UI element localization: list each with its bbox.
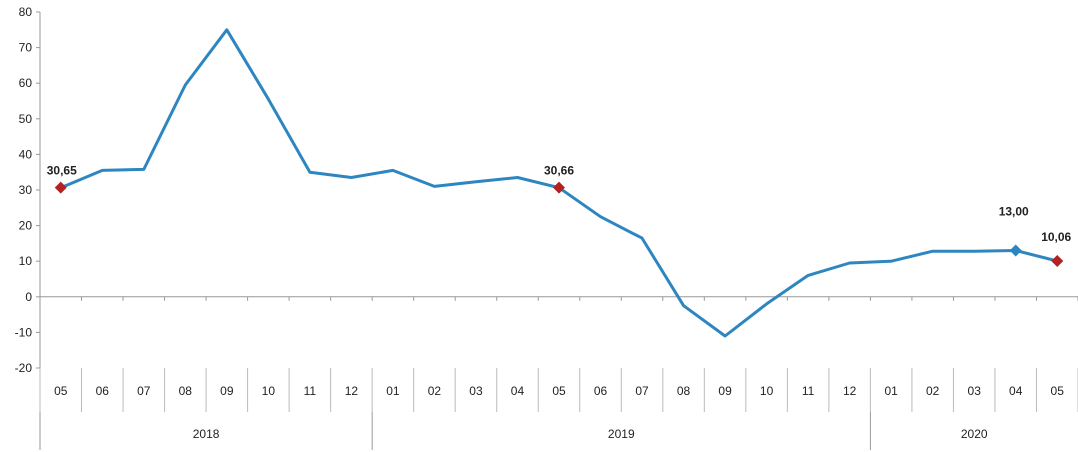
data-marker-diamond <box>54 181 67 194</box>
x-tick-label-month: 04 <box>511 384 525 398</box>
y-tick-label: 80 <box>19 5 33 19</box>
x-tick-label-month: 09 <box>718 384 732 398</box>
data-point <box>765 302 768 305</box>
y-tick-label: 40 <box>19 147 33 161</box>
data-point <box>848 261 851 264</box>
x-tick-label-month: 05 <box>1051 384 1065 398</box>
x-tick-label-month: 03 <box>469 384 483 398</box>
data-point <box>350 176 353 179</box>
x-tick-label-month: 06 <box>96 384 110 398</box>
x-axis: 05 06 07 08 09 10 11 12 01 02 03 04 05 06 07 08 09 10 11 12… <box>39 296 1078 450</box>
data-point <box>474 180 477 183</box>
data-marker-diamond <box>1009 244 1022 257</box>
x-tick-label-month: 07 <box>635 384 649 398</box>
x-tick-label-year: 2018 <box>193 427 220 441</box>
data-point <box>599 215 602 218</box>
x-tick-label-month: 02 <box>428 384 442 398</box>
data-point <box>682 304 685 307</box>
x-tick-label-year: 2019 <box>608 427 635 441</box>
y-tick-label: -10 <box>15 325 33 339</box>
data-marker-diamond <box>553 181 565 194</box>
data-point <box>308 171 311 174</box>
data-point <box>101 169 104 172</box>
data-point <box>516 176 519 179</box>
data-point <box>807 274 810 277</box>
data-label: 13,00 <box>999 205 1029 219</box>
x-tick-label-month: 08 <box>179 384 193 398</box>
data-point <box>225 28 228 31</box>
y-axis: 80 70 60 50 40 30 20 10 0 -10 -20 <box>15 5 41 375</box>
x-tick-label-month: 04 <box>1009 384 1023 398</box>
x-tick-label-month: 11 <box>802 384 815 398</box>
data-label: 10,06 <box>1041 230 1071 244</box>
y-tick-label: 0 <box>25 290 32 304</box>
data-point <box>142 168 145 171</box>
x-tick-label-month: 09 <box>220 384 234 398</box>
y-tick-label: 60 <box>19 76 33 90</box>
data-point <box>433 185 436 188</box>
y-tick-label: -20 <box>15 361 33 375</box>
data-point <box>641 237 644 240</box>
x-tick-label-month: 12 <box>345 384 359 398</box>
x-tick-label-month: 02 <box>926 384 940 398</box>
data-point <box>391 169 394 172</box>
x-tick-label-month: 03 <box>968 384 982 398</box>
y-tick-label: 70 <box>19 41 33 55</box>
x-tick-label-month: 01 <box>884 384 898 398</box>
x-tick-label-month: 10 <box>262 384 276 398</box>
x-tick-label-month: 05 <box>552 384 566 398</box>
annotation-layer: 30,65 30,66 13,00 10,06 <box>47 164 1072 267</box>
data-label: 30,65 <box>47 164 77 178</box>
x-tick-label-month: 01 <box>386 384 400 398</box>
x-tick-label-year: 2020 <box>961 427 988 441</box>
y-tick-label: 30 <box>19 183 33 197</box>
x-tick-label-month: 05 <box>54 384 68 398</box>
data-point <box>973 250 976 253</box>
x-tick-label-month: 08 <box>677 384 691 398</box>
x-tick-label-month: 10 <box>760 384 774 398</box>
x-tick-label-month: 12 <box>843 384 857 398</box>
data-point <box>724 334 727 337</box>
data-label: 30,66 <box>544 164 574 178</box>
data-point <box>184 83 187 86</box>
x-tick-label-month: 06 <box>594 384 608 398</box>
y-tick-label: 20 <box>19 219 33 233</box>
data-marker-diamond <box>1051 254 1064 267</box>
y-tick-label: 10 <box>19 254 33 268</box>
data-point <box>267 98 270 101</box>
x-tick-label-month: 07 <box>137 384 151 398</box>
data-point <box>931 250 934 253</box>
data-point <box>890 260 893 263</box>
y-tick-label: 50 <box>19 112 33 126</box>
x-tick-label-month: 11 <box>304 384 317 398</box>
